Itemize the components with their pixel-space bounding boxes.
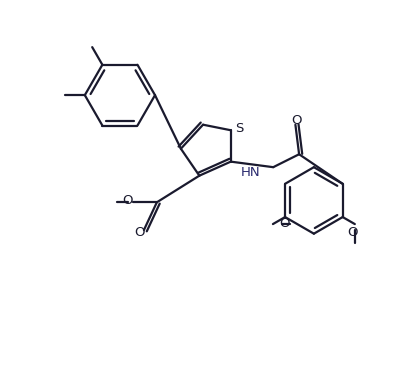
Text: O: O <box>348 226 358 239</box>
Text: S: S <box>235 122 243 135</box>
Text: O: O <box>122 194 133 207</box>
Text: HN: HN <box>240 166 260 179</box>
Text: O: O <box>134 226 145 240</box>
Text: O: O <box>279 217 289 230</box>
Text: O: O <box>292 114 302 128</box>
